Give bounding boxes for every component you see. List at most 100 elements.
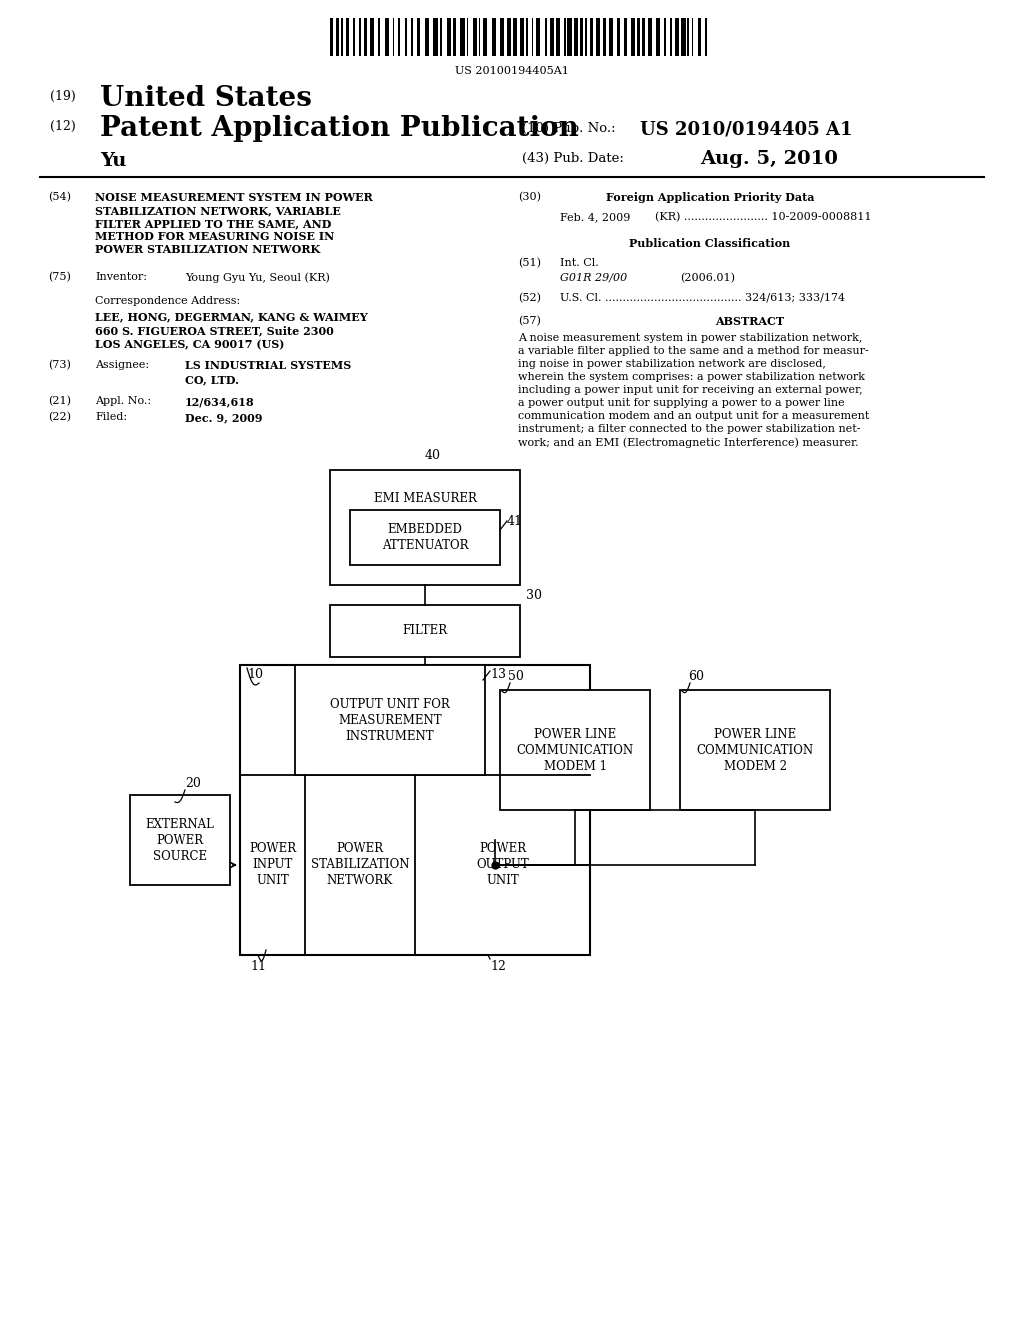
Bar (681, 18, 686, 55)
Text: instrument; a filter connected to the power stabilization net-: instrument; a filter connected to the po… (518, 424, 860, 434)
Bar (670, 18, 672, 55)
Bar (330, 605, 520, 657)
Text: 50: 50 (508, 671, 524, 682)
Text: work; and an EMI (Electromagnetic Interference) measurer.: work; and an EMI (Electromagnetic Interf… (518, 437, 859, 447)
Bar (392, 18, 394, 55)
Text: 660 S. FIGUEROA STREET, Suite 2300: 660 S. FIGUEROA STREET, Suite 2300 (95, 325, 334, 337)
Bar (574, 18, 578, 55)
Bar (537, 18, 541, 55)
Text: Appl. No.:: Appl. No.: (95, 396, 152, 407)
Text: 13: 13 (490, 668, 506, 681)
Text: Filed:: Filed: (95, 412, 127, 422)
Bar (358, 18, 361, 55)
Bar (411, 18, 414, 55)
Bar (130, 795, 230, 884)
Text: (73): (73) (48, 360, 71, 371)
Text: 10: 10 (247, 668, 263, 681)
Text: FILTER: FILTER (402, 624, 447, 638)
Text: (75): (75) (48, 272, 71, 282)
Bar (425, 18, 429, 55)
Bar (624, 18, 627, 55)
Bar (404, 18, 408, 55)
Text: EXTERNAL
POWER
SOURCE: EXTERNAL POWER SOURCE (145, 817, 214, 862)
Text: (30): (30) (518, 191, 541, 202)
Bar (336, 18, 339, 55)
Bar (609, 18, 612, 55)
Text: Feb. 4, 2009: Feb. 4, 2009 (560, 213, 631, 222)
Text: 12: 12 (490, 960, 506, 973)
Text: (19): (19) (50, 90, 76, 103)
Text: LS INDUSTRIAL SYSTEMS: LS INDUSTRIAL SYSTEMS (185, 360, 351, 371)
Text: U.S. Cl. ....................................... 324/613; 333/174: U.S. Cl. ...............................… (560, 293, 845, 304)
Text: ing noise in power stabilization network are disclosed,: ing noise in power stabilization network… (518, 359, 826, 370)
Bar (642, 18, 645, 55)
Bar (446, 18, 451, 55)
Bar (675, 18, 679, 55)
Bar (656, 18, 659, 55)
Bar (467, 18, 468, 55)
Text: 40: 40 (425, 449, 441, 462)
Text: (43) Pub. Date:: (43) Pub. Date: (522, 152, 624, 165)
Bar (352, 18, 355, 55)
Bar (483, 18, 487, 55)
Text: EMBEDDED
ATTENUATOR: EMBEDDED ATTENUATOR (382, 523, 468, 552)
Text: Int. Cl.: Int. Cl. (560, 257, 599, 268)
Text: 11: 11 (250, 960, 266, 973)
Bar (580, 18, 583, 55)
Bar (433, 18, 438, 55)
Text: including a power input unit for receiving an external power,: including a power input unit for receivi… (518, 385, 862, 395)
Text: POWER
INPUT
UNIT: POWER INPUT UNIT (249, 842, 296, 887)
Text: STABILIZATION NETWORK, VARIABLE: STABILIZATION NETWORK, VARIABLE (95, 205, 341, 216)
Text: Aug. 5, 2010: Aug. 5, 2010 (700, 150, 838, 168)
Text: Patent Application Publication: Patent Application Publication (100, 115, 579, 143)
Bar (596, 18, 600, 55)
Text: Inventor:: Inventor: (95, 272, 147, 282)
Bar (507, 18, 511, 55)
Text: POWER LINE
COMMUNICATION
MODEM 1: POWER LINE COMMUNICATION MODEM 1 (516, 727, 634, 772)
Text: G01R 29/00: G01R 29/00 (560, 273, 628, 282)
Bar (478, 18, 480, 55)
Bar (631, 18, 635, 55)
Text: METHOD FOR MEASURING NOISE IN: METHOD FOR MEASURING NOISE IN (95, 231, 334, 242)
Text: Foreign Application Priority Data: Foreign Application Priority Data (606, 191, 814, 203)
Text: (2006.01): (2006.01) (680, 273, 735, 284)
Text: (10) Pub. No.:: (10) Pub. No.: (522, 121, 615, 135)
Bar (550, 18, 554, 55)
Bar (531, 18, 534, 55)
Bar (556, 18, 560, 55)
Bar (664, 18, 666, 55)
Bar (637, 18, 640, 55)
Text: 60: 60 (688, 671, 705, 682)
Text: (KR) ........................ 10-2009-0008811: (KR) ........................ 10-2009-00… (655, 213, 871, 222)
Text: FILTER APPLIED TO THE SAME, AND: FILTER APPLIED TO THE SAME, AND (95, 218, 332, 228)
Bar (473, 18, 477, 55)
Text: EMI MEASURER: EMI MEASURER (374, 491, 476, 504)
Text: (22): (22) (48, 412, 71, 422)
Bar (385, 18, 389, 55)
Bar (461, 18, 465, 55)
Bar (350, 510, 500, 565)
Text: US 2010/0194405 A1: US 2010/0194405 A1 (640, 120, 853, 139)
Text: a power output unit for supplying a power to a power line: a power output unit for supplying a powe… (518, 399, 845, 408)
Bar (417, 18, 421, 55)
Bar (492, 18, 496, 55)
Text: Correspondence Address:: Correspondence Address: (95, 296, 241, 306)
Text: 41: 41 (507, 515, 523, 528)
Bar (330, 470, 520, 585)
Bar (240, 665, 590, 954)
Text: POWER
STABILIZATION
NETWORK: POWER STABILIZATION NETWORK (310, 842, 410, 887)
Text: (54): (54) (48, 191, 71, 202)
Bar (500, 18, 504, 55)
Bar (341, 18, 343, 55)
Text: 20: 20 (185, 777, 201, 789)
Bar (648, 18, 651, 55)
Bar (370, 18, 375, 55)
Bar (295, 665, 485, 775)
Bar (513, 18, 517, 55)
Text: Yu: Yu (100, 152, 126, 170)
Text: 12/634,618: 12/634,618 (185, 396, 255, 407)
Text: A noise measurement system in power stabilization network,: A noise measurement system in power stab… (518, 333, 862, 343)
Bar (525, 18, 528, 55)
Text: Dec. 9, 2009: Dec. 9, 2009 (185, 412, 262, 422)
Text: Young Gyu Yu, Seoul (KR): Young Gyu Yu, Seoul (KR) (185, 272, 330, 282)
